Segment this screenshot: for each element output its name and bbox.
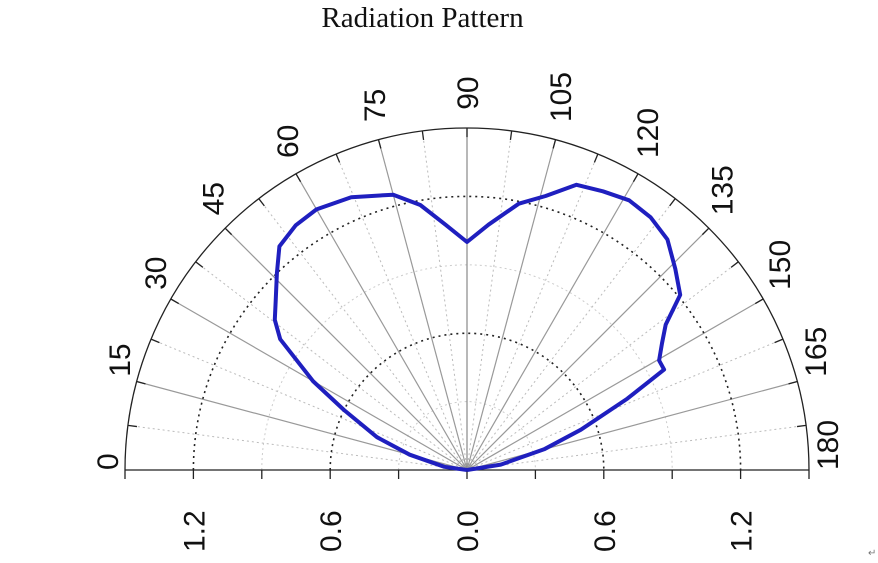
- grid-radial-minor: [466, 338, 784, 471]
- outer-tick: [730, 261, 739, 268]
- radial-tick-label: 0.6: [315, 510, 348, 552]
- outer-tick: [377, 139, 382, 149]
- angle-tick-label: 30: [140, 257, 173, 290]
- grid-radial-minor: [466, 153, 599, 471]
- outer-tick: [701, 227, 710, 236]
- outer-tick: [669, 198, 676, 207]
- outer-tick: [150, 338, 160, 344]
- return-mark: ↵: [868, 548, 877, 559]
- angle-tick-label: 75: [359, 89, 392, 122]
- grid-radial-minor: [335, 153, 468, 471]
- outer-tick: [552, 139, 557, 149]
- radiation-pattern-line: [272, 182, 683, 472]
- grid-radial-minor: [466, 198, 676, 471]
- grid-radial-major: [295, 173, 468, 471]
- outer-tick: [421, 130, 425, 141]
- grid-radial-major: [466, 139, 557, 471]
- angle-tick-label: 105: [545, 72, 578, 122]
- radial-tick-label: 1.2: [726, 510, 759, 552]
- angle-tick-label: 90: [452, 76, 485, 109]
- angle-tick-label: 150: [764, 240, 797, 290]
- outer-tick: [335, 153, 341, 163]
- angle-tick-label: 0: [92, 453, 125, 470]
- grid-radial-major: [466, 173, 639, 471]
- outer-tick: [295, 173, 302, 183]
- grid-radial-major: [466, 298, 764, 471]
- outer-tick: [774, 338, 784, 344]
- outer-tick: [195, 261, 204, 268]
- angle-tick-label: 180: [812, 420, 845, 470]
- outer-tick: [136, 380, 146, 385]
- radial-tick-label: 1.2: [178, 510, 211, 552]
- outer-tick: [788, 380, 798, 385]
- grid-radial-minor: [421, 130, 468, 471]
- chart-title: Radiation Pattern: [321, 2, 524, 34]
- radial-tick-label: 0.0: [452, 510, 485, 552]
- radial-tick-label: 0.6: [589, 510, 622, 552]
- grid-radial-minor: [466, 130, 513, 471]
- outer-tick: [593, 153, 599, 163]
- outer-tick: [796, 424, 807, 428]
- outer-tick: [258, 198, 265, 207]
- grid-radial-minor: [127, 424, 468, 471]
- angle-tick-label: 60: [272, 125, 305, 158]
- angle-tick-label: 165: [800, 327, 833, 377]
- grid-radial-minor: [466, 261, 739, 471]
- outer-tick: [632, 173, 639, 183]
- grid-radial-minor: [150, 338, 468, 471]
- grid-radial-major: [466, 227, 710, 471]
- grid-radial-minor: [466, 424, 807, 471]
- grid-radial-minor: [195, 261, 468, 471]
- grid-radial-major: [377, 139, 468, 471]
- angle-tick-label: 135: [707, 165, 740, 215]
- outer-tick: [170, 298, 180, 305]
- grid-radial-minor: [258, 198, 468, 471]
- outer-tick: [754, 298, 764, 305]
- angle-tick-label: 15: [104, 343, 137, 376]
- grid-radial-major: [224, 227, 468, 471]
- angle-tick-label: 120: [632, 108, 665, 158]
- outer-tick: [224, 227, 233, 236]
- grid-circle-minor: [398, 401, 536, 471]
- outer-tick: [509, 130, 513, 141]
- outer-tick: [127, 424, 138, 428]
- angle-tick-label: 45: [197, 182, 230, 215]
